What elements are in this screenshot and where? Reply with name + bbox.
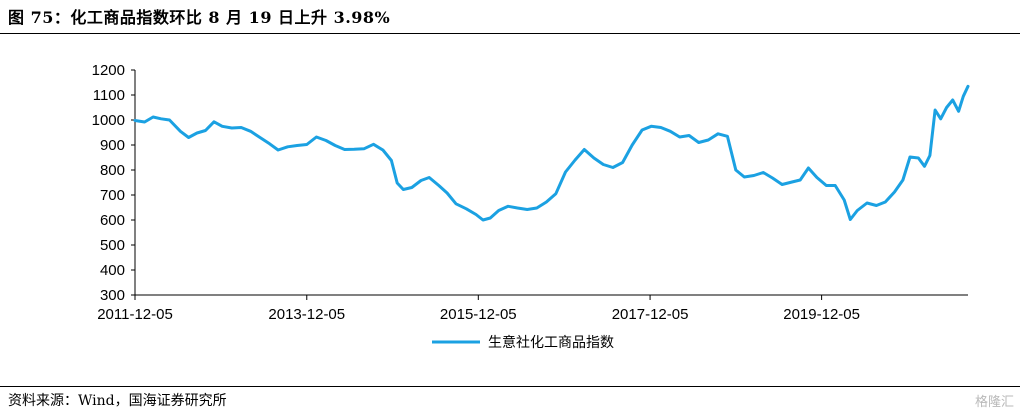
y-tick-label: 900 xyxy=(100,137,125,154)
title-divider xyxy=(0,33,1020,34)
y-tick-label: 800 xyxy=(100,162,125,179)
x-tick-label: 2015-12-05 xyxy=(440,306,517,323)
chart-title: 图 75：化工商品指数环比 8 月 19 日上升 3.98% xyxy=(8,8,391,27)
series-line-0 xyxy=(133,84,970,222)
legend: 生意社化工商品指数 xyxy=(432,334,614,351)
line-chart: 300 400 500 600 700 800 900 1000 1100 1200 2011-1… xyxy=(92,62,970,351)
x-tick-label: 2017-12-05 xyxy=(612,306,689,323)
x-axis: 2011-12-05 2013-12-05 2015-12-05 2017-12-05… xyxy=(97,294,968,323)
y-tick-label: 1200 xyxy=(92,62,125,79)
y-tick-label: 600 xyxy=(100,212,125,229)
watermark: 格隆汇 xyxy=(974,395,1014,410)
y-tick-label: 300 xyxy=(100,287,125,304)
legend-label: 生意社化工商品指数 xyxy=(488,334,614,351)
source-note: 资料来源：Wind，国海证券研究所 xyxy=(8,393,227,409)
x-tick-label: 2011-12-05 xyxy=(97,306,173,323)
x-tick-label: 2013-12-05 xyxy=(268,306,345,323)
y-tick-label: 500 xyxy=(100,237,125,254)
y-axis: 300 400 500 600 700 800 900 1000 1100 1200 xyxy=(92,62,136,304)
y-tick-label: 700 xyxy=(100,187,125,204)
y-tick-label: 400 xyxy=(100,262,125,279)
footer-divider xyxy=(0,386,1020,387)
series-layer xyxy=(133,84,970,222)
y-tick-label: 1100 xyxy=(93,87,125,104)
x-tick-label: 2019-12-05 xyxy=(783,306,860,323)
y-tick-label: 1000 xyxy=(92,112,125,129)
